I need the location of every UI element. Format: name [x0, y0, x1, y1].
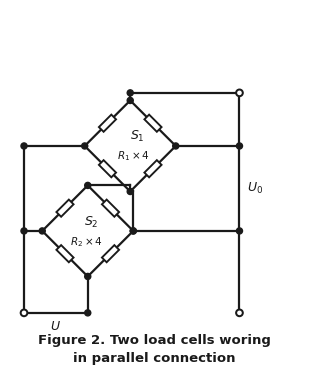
- Text: $U$: $U$: [50, 320, 61, 332]
- Circle shape: [130, 228, 136, 234]
- Polygon shape: [102, 245, 119, 262]
- Circle shape: [127, 97, 133, 103]
- Circle shape: [130, 228, 136, 234]
- Circle shape: [82, 143, 88, 149]
- Circle shape: [85, 310, 91, 316]
- Polygon shape: [102, 200, 119, 217]
- Circle shape: [21, 228, 27, 234]
- Text: Figure 2. Two load cells woring: Figure 2. Two load cells woring: [38, 334, 271, 347]
- Circle shape: [127, 188, 133, 195]
- Text: $S_2$: $S_2$: [83, 215, 98, 230]
- Circle shape: [236, 143, 243, 149]
- Circle shape: [21, 143, 27, 149]
- Polygon shape: [99, 160, 116, 177]
- Circle shape: [127, 90, 133, 96]
- Text: $R_2\times 4$: $R_2\times 4$: [70, 235, 103, 249]
- Polygon shape: [144, 160, 162, 177]
- Polygon shape: [57, 200, 74, 217]
- Text: $S_1$: $S_1$: [130, 129, 145, 144]
- Polygon shape: [99, 115, 116, 132]
- Circle shape: [85, 273, 91, 279]
- Circle shape: [21, 310, 28, 316]
- Text: $U_0$: $U_0$: [247, 181, 263, 196]
- Circle shape: [39, 228, 45, 234]
- Polygon shape: [57, 245, 74, 262]
- Circle shape: [236, 310, 243, 316]
- Text: $R_1\times 4$: $R_1\times 4$: [117, 150, 150, 164]
- Text: in parallel connection: in parallel connection: [73, 352, 236, 365]
- Circle shape: [236, 90, 243, 96]
- Circle shape: [236, 228, 243, 234]
- Circle shape: [85, 182, 91, 188]
- Circle shape: [173, 143, 179, 149]
- Polygon shape: [144, 115, 162, 132]
